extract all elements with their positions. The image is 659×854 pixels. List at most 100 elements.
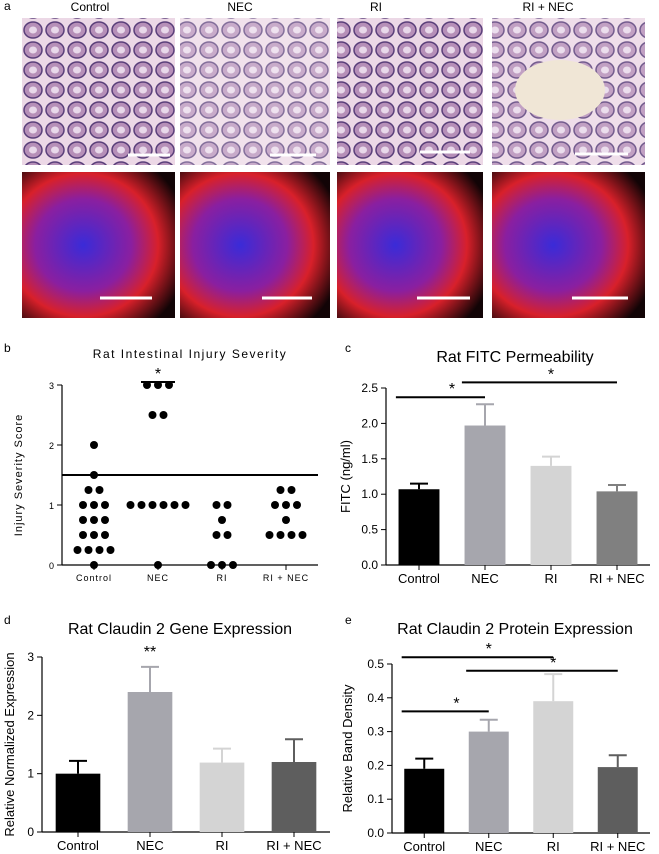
bar <box>199 762 245 832</box>
if-image <box>492 172 645 318</box>
y-tick-label: 0.0 <box>367 826 384 840</box>
y-tick-label: 0 <box>49 561 54 571</box>
micrograph-grid: a Control NEC RI RI + NEC <box>4 0 645 318</box>
data-point <box>282 501 290 509</box>
data-point <box>298 531 307 539</box>
data-point <box>148 501 157 509</box>
panel-label: a <box>4 0 11 13</box>
data-point <box>287 486 296 494</box>
y-axis-label: Relative Band Density <box>340 684 355 812</box>
data-point <box>282 516 290 524</box>
y-tick-label: 0.5 <box>361 523 378 537</box>
he-image <box>22 18 175 165</box>
y-tick-label: 1 <box>27 767 34 781</box>
chart-title: Rat FITC Permeability <box>436 349 593 366</box>
bar <box>468 731 509 833</box>
data-point <box>276 486 285 494</box>
x-tick-label: NEC <box>471 571 498 586</box>
chart-title: Rat Claudin 2 Protein Expression <box>397 621 633 638</box>
y-axis-label: Relative Normalized Expression <box>2 652 17 836</box>
x-tick-label: Control <box>57 838 99 853</box>
column-label: Control <box>71 0 110 14</box>
data-point <box>287 531 296 539</box>
data-point <box>265 531 274 539</box>
y-tick-label: 2.5 <box>361 381 378 395</box>
x-tick-label: NEC <box>475 839 502 854</box>
data-point <box>207 561 215 569</box>
data-point <box>84 546 93 554</box>
data-point <box>90 531 98 539</box>
he-lumen <box>515 60 605 120</box>
data-point <box>95 486 104 494</box>
data-point <box>79 516 87 524</box>
data-point <box>90 441 98 449</box>
y-tick-label: 3 <box>49 381 54 391</box>
panel-label: b <box>4 341 11 355</box>
y-tick-label: 0.1 <box>367 792 384 806</box>
bar <box>533 701 574 833</box>
data-point <box>223 531 232 539</box>
column-label: RI <box>370 0 382 14</box>
x-tick-label: RI + NEC <box>589 571 644 586</box>
data-point <box>293 501 301 509</box>
data-point <box>212 501 221 509</box>
data-point <box>79 531 87 539</box>
y-tick-label: 2 <box>27 708 34 722</box>
data-point <box>137 501 146 509</box>
data-point <box>90 561 98 569</box>
panel-label: e <box>345 613 352 627</box>
data-point <box>212 531 221 539</box>
panel-label: c <box>345 341 351 355</box>
y-axis-label: FITC (ng/ml) <box>338 440 353 513</box>
panel-label: d <box>4 613 11 627</box>
data-point <box>101 531 109 539</box>
bar <box>55 773 101 832</box>
y-tick-label: 3 <box>27 650 34 664</box>
data-point <box>90 516 98 524</box>
y-axis-label: Injury Severity Score <box>13 414 25 536</box>
significance-mark: * <box>486 641 492 658</box>
bar <box>596 491 638 565</box>
data-point <box>126 501 135 509</box>
column-label: NEC <box>227 0 253 14</box>
if-image <box>22 172 175 318</box>
x-tick-label: RI + NEC <box>590 839 645 854</box>
y-tick-label: 2 <box>49 441 54 451</box>
data-point <box>73 546 82 554</box>
column-label: RI + NEC <box>522 0 573 14</box>
data-point <box>95 546 104 554</box>
x-tick-label: RI <box>547 839 560 854</box>
chart-title: Rat Intestinal Injury Severity <box>93 347 287 361</box>
if-image <box>337 172 483 318</box>
chart-title: Rat Claudin 2 Gene Expression <box>68 621 292 638</box>
data-point <box>229 561 237 569</box>
x-tick-label: NEC <box>136 838 163 853</box>
data-point <box>181 501 190 509</box>
y-tick-label: 0 <box>27 825 34 839</box>
y-tick-label: 1.0 <box>361 487 378 501</box>
x-tick-label: RI + NEC <box>263 573 309 583</box>
scale-bars <box>100 150 628 300</box>
significance-mark: * <box>548 366 554 383</box>
data-point <box>79 501 87 509</box>
data-point <box>84 486 93 494</box>
x-tick-label: NEC <box>147 573 169 583</box>
y-tick-label: 0.3 <box>367 725 384 739</box>
significance-mark: ** <box>144 644 156 661</box>
data-point <box>101 501 109 509</box>
y-tick-label: 1 <box>49 501 54 511</box>
data-point <box>271 501 279 509</box>
data-point <box>223 501 232 509</box>
x-tick-label: RI + NEC <box>266 838 321 853</box>
data-point <box>148 411 157 419</box>
bar <box>597 767 638 833</box>
bar <box>398 489 440 565</box>
x-tick-label: RI <box>545 571 558 586</box>
significance-mark: * <box>453 695 459 712</box>
y-tick-label: 2.0 <box>361 416 378 430</box>
y-tick-label: 0.2 <box>367 758 384 772</box>
y-tick-label: 0.0 <box>361 558 378 572</box>
bar <box>464 425 506 565</box>
data-point <box>101 516 109 524</box>
